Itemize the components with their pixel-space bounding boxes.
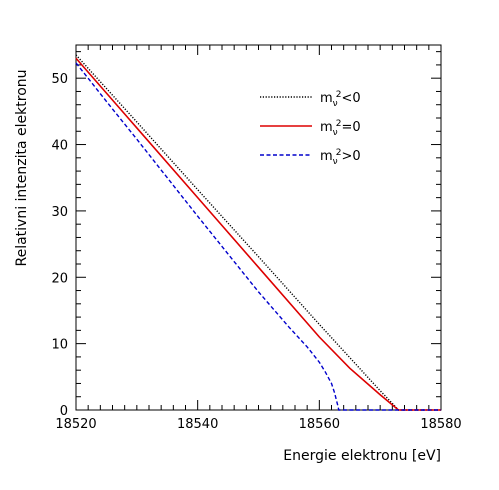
y-axis-title: Relativni intenzita elektronu [14, 69, 30, 266]
y-tick-label: 40 [51, 139, 68, 154]
y-tick-label: 20 [51, 271, 68, 286]
x-tick-label: 18520 [55, 417, 96, 432]
y-tick-label: 50 [51, 72, 68, 87]
plot-frame [75, 44, 442, 411]
x-axis-title: Energie elektronu [eV] [283, 448, 441, 464]
series-line-3 [75, 62, 441, 411]
x-tick-label: 18540 [177, 417, 218, 432]
tick-labels: 18520 18540 18560 18580 0 10 20 30 40 50 [51, 72, 461, 432]
series-line-2 [75, 57, 441, 411]
axis-ticks [75, 45, 442, 411]
legend: mν2<0 mν2=0 mν2>0 [260, 90, 361, 167]
series-lines [75, 54, 441, 411]
x-tick-label: 18580 [420, 417, 461, 432]
series-line-1 [75, 54, 441, 411]
x-tick-label: 18560 [299, 417, 340, 432]
y-tick-label: 10 [51, 338, 68, 353]
y-tick-label: 0 [60, 404, 68, 419]
legend-label-2: mν2=0 [320, 119, 361, 138]
legend-label-3: mν2>0 [320, 148, 361, 167]
y-tick-label: 30 [51, 205, 68, 220]
legend-label-1: mν2<0 [320, 90, 361, 109]
